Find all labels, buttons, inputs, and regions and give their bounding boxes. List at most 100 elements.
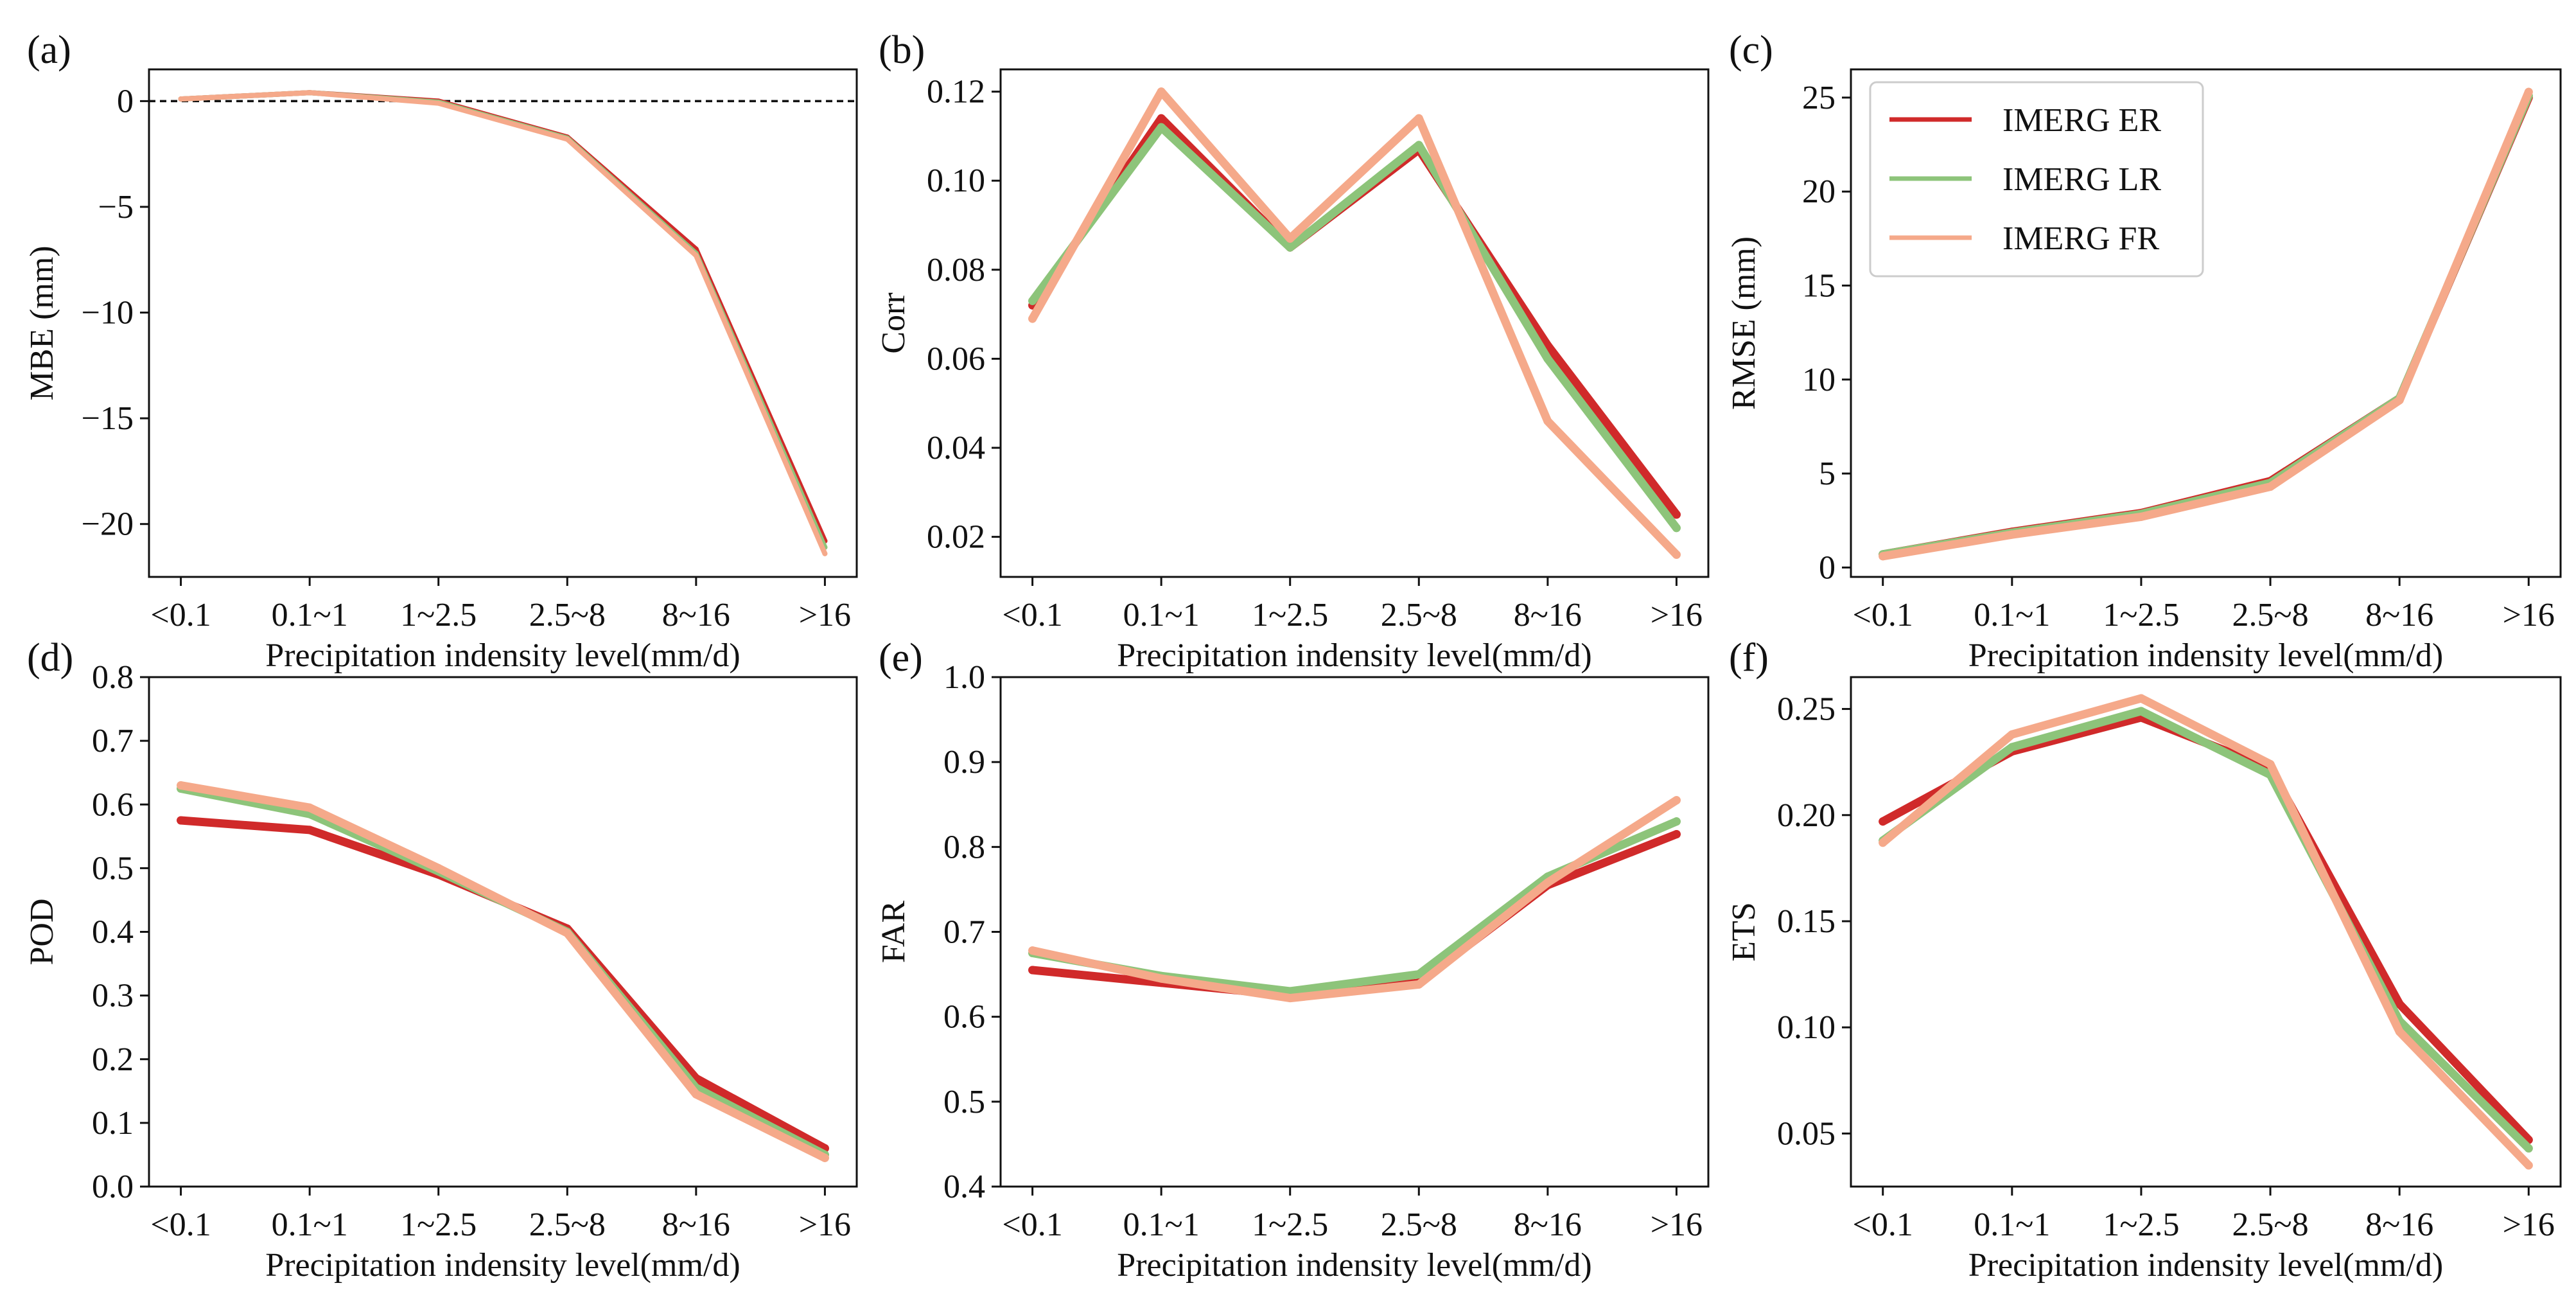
data-point-fr xyxy=(1879,552,1888,561)
data-point-lr xyxy=(1286,987,1295,996)
series-line-lr xyxy=(1879,707,2533,1153)
data-point-fr xyxy=(2524,87,2533,96)
y-tick-label: 0.05 xyxy=(1777,1115,1836,1152)
data-point-fr xyxy=(1672,550,1681,559)
data-point-er xyxy=(1157,114,1166,123)
x-axis-title: Precipitation indensity level(mm/d) xyxy=(1117,637,1591,674)
data-point-er xyxy=(1879,817,1888,826)
plot-frame xyxy=(999,68,1710,578)
x-tick-label: 2.5~8 xyxy=(529,1206,606,1243)
legend: IMERG ER IMERG LR IMERG FR xyxy=(1869,81,2204,278)
data-point-fr xyxy=(2395,396,2404,405)
panel-2: (b) 0.02 0.04 0.06 0.08 0.10 0.12 <0.1 0.1~1 1~2.… xyxy=(875,28,1710,674)
y-tick-label: −10 xyxy=(82,295,134,331)
series-line-fr xyxy=(178,90,828,556)
x-axis-title: Precipitation indensity level(mm/d) xyxy=(1117,1247,1591,1284)
x-tick-label: 8~16 xyxy=(662,597,730,633)
x-tick-label: >16 xyxy=(1651,597,1703,633)
y-tick-label: 0.7 xyxy=(943,914,985,951)
data-point-lr xyxy=(1672,524,1681,533)
panel-label: (e) xyxy=(879,636,923,680)
plot-frame xyxy=(1850,676,2562,1188)
data-point-fr xyxy=(1157,87,1166,96)
x-tick-label: 8~16 xyxy=(1514,597,1582,633)
y-tick-label: 1.0 xyxy=(943,659,985,696)
y-axis-title: ETS xyxy=(1726,902,1762,961)
data-point-fr xyxy=(822,551,828,556)
legend-box xyxy=(1869,81,2204,278)
y-axis-title: Corr xyxy=(875,292,912,353)
y-tick-label: 0.4 xyxy=(92,914,134,951)
y-tick-label: 0.3 xyxy=(92,978,134,1014)
y-tick-label: −20 xyxy=(82,506,134,543)
data-point-lr xyxy=(1414,970,1423,979)
data-point-fr xyxy=(692,1090,701,1099)
data-point-er xyxy=(1672,510,1681,519)
x-tick-label: 1~2.5 xyxy=(400,597,477,633)
series-line-lr xyxy=(1028,123,1681,533)
x-tick-label: 0.1~1 xyxy=(1123,1206,1200,1243)
x-axis-title: Precipitation indensity level(mm/d) xyxy=(265,1247,740,1284)
x-tick-label: 8~16 xyxy=(2365,597,2433,633)
plot-frame xyxy=(999,676,1710,1188)
series-line-fr xyxy=(177,781,829,1162)
data-point-fr xyxy=(2008,530,2017,539)
y-tick-label: 15 xyxy=(1802,267,1836,304)
x-axis-title: Precipitation indensity level(mm/d) xyxy=(1968,637,2443,674)
panel-6: (f) 0.05 0.10 0.15 0.20 0.25 <0.1 0.1~1 1~2.5 2.5… xyxy=(1726,636,2562,1284)
y-tick-label: 0.2 xyxy=(92,1041,134,1078)
data-point-lr xyxy=(1028,296,1037,305)
plot-frame xyxy=(148,68,858,578)
data-point-fr xyxy=(435,100,441,106)
data-point-fr xyxy=(565,136,570,142)
x-tick-label: 1~2.5 xyxy=(400,1206,477,1243)
x-tick-label: <0.1 xyxy=(1853,1206,1913,1243)
series-line-fr xyxy=(1879,87,2533,561)
y-axis-title: RMSE (mm) xyxy=(1726,236,1762,410)
data-point-er xyxy=(1672,830,1681,839)
data-point-fr xyxy=(693,252,699,258)
data-point-fr xyxy=(563,928,572,937)
x-tick-label: 2.5~8 xyxy=(1381,597,1457,633)
data-point-lr xyxy=(2524,1144,2533,1153)
panel-label: (c) xyxy=(1729,28,1773,72)
y-tick-label: 0.7 xyxy=(92,723,134,759)
panel-3: (c) 0 5 10 15 20 25 <0.1 0.1~1 1~2.5 2.5~8 8~16 >16 P… xyxy=(1726,28,2562,674)
series-line-lr xyxy=(1028,817,1681,996)
data-point-fr xyxy=(1414,980,1423,989)
y-tick-label: 25 xyxy=(1802,80,1836,116)
y-tick-label: 0 xyxy=(1819,549,1836,586)
y-tick-label: 0.5 xyxy=(943,1084,985,1120)
panel-label: (b) xyxy=(879,28,925,72)
y-tick-label: 0.6 xyxy=(943,999,985,1036)
data-point-fr xyxy=(2524,1161,2533,1170)
x-axis-title: Precipitation indensity level(mm/d) xyxy=(265,637,740,674)
data-point-fr xyxy=(2137,512,2146,521)
data-point-fr xyxy=(820,1153,829,1162)
x-tick-label: 2.5~8 xyxy=(1381,1206,1457,1243)
data-point-fr xyxy=(2266,759,2275,768)
x-tick-label: >16 xyxy=(799,597,851,633)
y-tick-label: 0.04 xyxy=(927,430,985,466)
y-tick-label: 0.9 xyxy=(943,744,985,781)
data-point-fr xyxy=(305,803,314,812)
series-line-er xyxy=(178,90,828,543)
data-point-er xyxy=(1028,966,1037,975)
x-tick-label: >16 xyxy=(1651,1206,1703,1243)
panel-label: (d) xyxy=(27,636,73,680)
y-axis-title: MBE (mm) xyxy=(24,245,60,400)
x-tick-label: 2.5~8 xyxy=(2232,597,2308,633)
y-tick-label: 0.8 xyxy=(92,659,134,696)
x-tick-label: 2.5~8 xyxy=(2232,1206,2308,1243)
data-point-fr xyxy=(2008,730,2017,739)
panel-label: (a) xyxy=(27,28,71,72)
plot-frame xyxy=(1850,68,2562,578)
data-point-fr xyxy=(1028,946,1037,955)
x-tick-label: >16 xyxy=(2503,1206,2555,1243)
legend-label-fr: IMERG FR xyxy=(2002,220,2159,257)
data-point-lr xyxy=(1543,354,1552,363)
data-point-fr xyxy=(1414,114,1423,123)
y-tick-label: 0.15 xyxy=(1777,903,1836,940)
data-point-fr xyxy=(307,90,313,96)
